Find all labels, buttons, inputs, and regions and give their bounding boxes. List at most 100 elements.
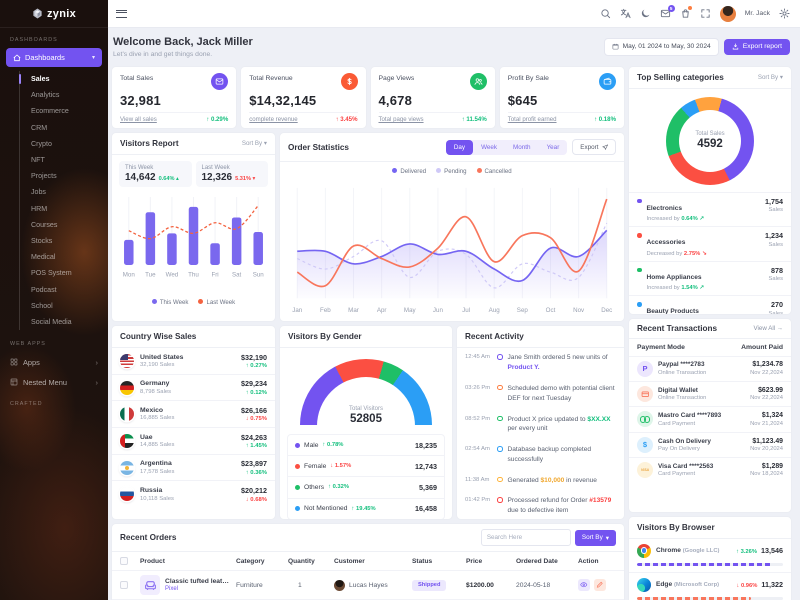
flag-icon-de <box>120 380 134 395</box>
order-statistics-export-button[interactable]: Export <box>572 139 616 155</box>
status-badge: Shipped <box>412 579 447 591</box>
flag-icon-ru <box>120 487 134 502</box>
transaction-row-visa-card-2563: VISA Visa Card ****2563 Card Payment $1,289… <box>629 458 791 482</box>
category-row-electronics: Electronics Increased by 0.64% ↗ 1,754 Sale… <box>629 191 791 227</box>
product-brand-link[interactable]: Pixel <box>165 586 179 593</box>
sidebar-item-stocks[interactable]: Stocks <box>31 236 53 245</box>
export-report-button[interactable]: Export report <box>723 38 790 55</box>
page-title: Welcome Back, Jack Miller <box>113 36 253 48</box>
translate-icon[interactable] <box>620 8 631 19</box>
svg-text:Jul: Jul <box>462 307 470 314</box>
sidebar-item-sales[interactable]: Sales <box>19 71 108 87</box>
gender-row-others: Others ↑ 0.32% 5,369 <box>288 477 444 499</box>
dollar-icon <box>340 72 358 90</box>
sidebar-item-medical[interactable]: Medical <box>31 253 56 262</box>
edit-order-button[interactable] <box>594 579 606 591</box>
sidebar-item-crm[interactable]: CRM <box>31 123 48 132</box>
flag-icon-ae <box>120 433 134 448</box>
stat-link[interactable]: Total page views <box>378 116 424 123</box>
search-icon[interactable] <box>600 8 611 19</box>
edge-icon <box>637 577 651 592</box>
sidebar-item-crypto[interactable]: Crypto <box>31 139 52 148</box>
sidebar-item-pos-system[interactable]: POS System <box>31 269 72 278</box>
stats-row: Total Sales 32,981 View all sales ↑ 0.29% To… <box>111 65 625 129</box>
brand-gem-icon <box>33 8 42 19</box>
mail-icon[interactable]: 5 <box>660 4 675 19</box>
brand-logo[interactable]: zynix <box>0 0 108 28</box>
sidebar-item-podcast[interactable]: Podcast <box>31 285 57 294</box>
country-wise-sales-card: Country Wise Sales United States 32,190 S… <box>111 325 276 520</box>
svg-text:Jun: Jun <box>433 307 444 314</box>
date-range-picker[interactable]: May, 01 2024 to May, 30 2024 <box>603 37 719 56</box>
stat-link[interactable]: View all sales <box>120 116 157 123</box>
dark-mode-moon-icon[interactable] <box>640 8 651 19</box>
sidebar-item-courses[interactable]: Courses <box>31 220 58 229</box>
send-icon <box>601 144 609 151</box>
stat-label: Total Revenue <box>249 74 293 82</box>
svg-text:Jan: Jan <box>292 307 303 314</box>
tab-year[interactable]: Year <box>546 143 560 151</box>
activity-item: 01:42 Pm Processed refund for Order #1357… <box>465 497 612 515</box>
stat-link[interactable]: Total profit earned <box>507 116 557 123</box>
hamburger-menu-icon[interactable] <box>116 9 127 18</box>
orders-sort-button[interactable]: Sort By ▾ <box>574 529 616 546</box>
orders-col-category: Category <box>236 557 265 565</box>
box-icon <box>10 378 18 386</box>
gear-icon[interactable] <box>779 8 790 19</box>
sidebar-item-jobs[interactable]: Jobs <box>31 188 46 197</box>
tab-day[interactable]: Day <box>445 139 474 155</box>
stat-link[interactable]: complete revenue <box>249 116 298 123</box>
chrome-icon <box>637 543 651 558</box>
sidebar-item-school[interactable]: School <box>31 301 53 310</box>
recent-activity-card: Recent Activity 12:45 Am Jane Smith order… <box>456 325 625 520</box>
sidebar-item-dashboards[interactable]: Dashboards ▾ <box>6 48 102 67</box>
sidebar: zynix DASHBOARDS Dashboards ▾ Sales Analy… <box>0 0 108 600</box>
sidebar-item-hrm[interactable]: HRM <box>31 204 48 213</box>
visitors-report-sort-dropdown[interactable]: Sort By ▾ <box>241 140 267 147</box>
sidebar-item-nested-menu[interactable]: Nested Menu › <box>0 372 108 392</box>
sidebar-item-ecommerce[interactable]: Ecommerce <box>31 107 69 116</box>
user-avatar[interactable] <box>719 5 736 22</box>
chevron-down-icon: ▾ <box>91 55 95 61</box>
tab-month[interactable]: Month <box>513 143 531 151</box>
sidebar-item-nft[interactable]: NFT <box>31 156 45 165</box>
tab-week[interactable]: Week <box>481 143 498 151</box>
gauge-center-value: 52805 <box>350 413 382 425</box>
top-selling-sort-dropdown[interactable]: Sort By ▾ <box>757 73 783 81</box>
view-order-button[interactable] <box>578 579 590 591</box>
stat-value: 4,678 <box>378 92 413 108</box>
select-all-checkbox[interactable] <box>120 557 128 565</box>
stat-value: 32,981 <box>120 92 161 108</box>
gender-row-female: Female ↓ 1.57% 12,743 <box>288 456 444 478</box>
activity-item: 12:45 Am Jane Smith ordered 5 new units o… <box>465 354 608 372</box>
svg-text:Sat: Sat <box>232 272 242 279</box>
order-statistics-title: Order Statistics <box>288 142 349 152</box>
stat-card-page-views: Page Views 4,678 Total page views ↑ 11.54% <box>369 65 496 129</box>
user-name[interactable]: Mr. Jack <box>744 10 770 17</box>
sidebar-item-social-media[interactable]: Social Media <box>31 317 72 326</box>
sidebar-item-projects[interactable]: Projects <box>31 172 57 181</box>
sidebar-item-analytics[interactable]: Analytics <box>31 91 60 100</box>
transactions-view-all-link[interactable]: View All → <box>753 324 783 332</box>
cart-icon[interactable] <box>680 6 693 19</box>
stat-value: $14,32,145 <box>249 92 317 108</box>
category-row-beauty-products: Beauty ProductsIncreased by 1.54% ↗270Sa… <box>629 295 791 314</box>
top-selling-categories-card: Top Selling categories Sort By ▾ Total S… <box>628 65 792 315</box>
download-icon <box>732 43 739 50</box>
stat-label: Total Sales <box>120 74 154 82</box>
wallet-icon <box>599 72 616 90</box>
orders-search-input[interactable] <box>480 529 571 546</box>
stat-value: $645 <box>507 92 538 108</box>
sidebar-section-crafted: CRAFTED <box>10 401 43 407</box>
sidebar-menu: DASHBOARDS Dashboards ▾ Sales Analytics Ec… <box>0 28 108 600</box>
fullscreen-icon[interactable] <box>700 8 711 19</box>
legend-item-last-week: Last Week <box>198 299 235 306</box>
orders-col-quantity: Quantity <box>288 557 315 565</box>
order-row[interactable]: Classic tufted leather sofaPixelFurnitur… <box>112 571 624 600</box>
sidebar-item-apps[interactable]: Apps › <box>0 352 108 372</box>
row-checkbox[interactable] <box>120 581 128 589</box>
visa-icon: VISA <box>637 462 653 479</box>
flag-icon-ar <box>120 460 134 475</box>
stat-change: ↑ 0.29% <box>206 116 229 123</box>
